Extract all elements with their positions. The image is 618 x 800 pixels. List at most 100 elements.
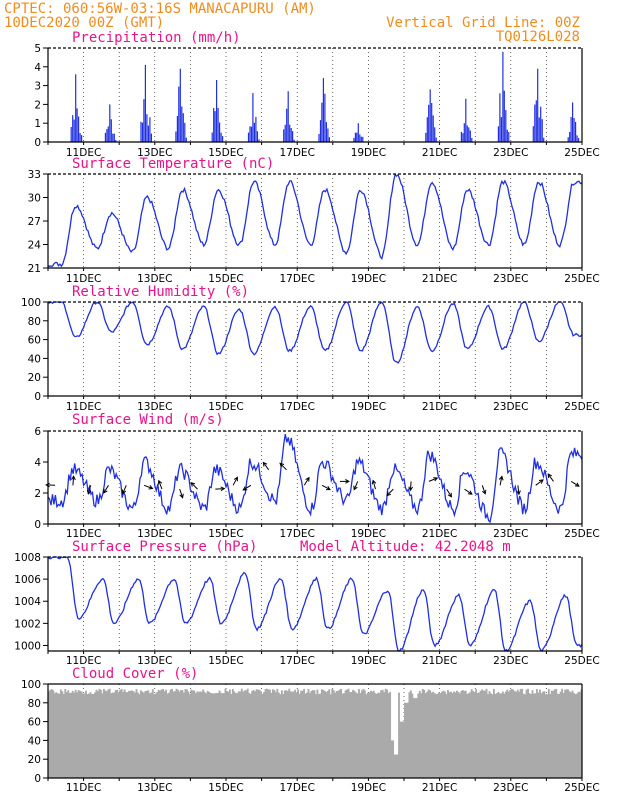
cloud-bar (160, 689, 163, 778)
cloud-bar (199, 691, 202, 778)
cloud-bar (519, 688, 522, 778)
cloud-bar (110, 693, 113, 778)
cloud-bar (445, 694, 448, 778)
cloud-bar (540, 693, 543, 778)
cloud-bar (53, 693, 56, 778)
cloud-bar (137, 692, 139, 778)
humidity-panel: 0 20 40 60 80 100 11DEC 13DEC 15DEC 17DEC 19DEC 21D… (21, 297, 600, 413)
cloud-bar (307, 688, 310, 778)
cloud-bar (374, 693, 377, 778)
cloud-bar (163, 691, 166, 778)
precip-bar (250, 126, 253, 142)
cloud-bar (546, 694, 549, 778)
precip-bar (508, 132, 510, 142)
cloud-bar (175, 688, 178, 778)
wind-series-line (47, 433, 583, 524)
cloud-bar (134, 692, 136, 778)
precip-bar (216, 80, 218, 142)
humidity-ytick-label: 20 (28, 372, 41, 384)
wind-arrow-head (242, 486, 248, 491)
cloud-bar (365, 694, 368, 778)
precip-bar (325, 122, 327, 142)
cloud-bar (223, 693, 225, 778)
cloud-bar (159, 690, 162, 778)
temperature-xtick-label: 23DEC (493, 273, 528, 285)
precip-bar (362, 136, 364, 142)
precip-bar (144, 64, 146, 142)
cloud-bar (108, 688, 111, 778)
precip-bar (220, 132, 222, 142)
precip-bar (469, 130, 471, 142)
cloud-bar (395, 754, 397, 778)
wind-xtick-label: 17DEC (279, 528, 314, 540)
cloud-bar (197, 691, 200, 778)
cloud-bar (368, 692, 371, 778)
cloud-bar (99, 689, 102, 778)
precip-bar (432, 115, 434, 142)
cloud-bar (338, 689, 341, 778)
pressure-xtick-label: 21DEC (422, 655, 457, 667)
cloud-bar (415, 698, 418, 778)
cloud-bar (58, 693, 61, 778)
cloud-bar (111, 692, 114, 778)
precip-bar (176, 116, 178, 142)
cloud-bar (184, 689, 187, 778)
cloud-bar (154, 693, 157, 778)
wind-xtick-label: 15DEC (208, 528, 243, 540)
precip-bar (141, 122, 144, 142)
precip-bar (75, 74, 77, 142)
precip-bar (112, 133, 114, 142)
wind-arrow-head (190, 481, 196, 487)
cloud-bar (285, 690, 288, 778)
cloud-bar (228, 689, 231, 778)
cloud-bar (220, 692, 222, 778)
cloud-bar (85, 690, 87, 778)
cloud-bar (412, 698, 415, 778)
humidity-xtick-label: 23DEC (493, 401, 528, 413)
precip-bar (360, 136, 362, 142)
precip-bar (213, 107, 215, 142)
precip-bar (535, 100, 537, 142)
wind-arrow (179, 488, 184, 498)
cloud-bar (120, 688, 123, 778)
cloud-bar (331, 688, 334, 778)
precip-bar (466, 125, 468, 142)
cloud-bar (129, 690, 132, 778)
cloud-bar (491, 694, 494, 778)
cloud-bar (435, 694, 438, 778)
wind-arrow-head (498, 475, 504, 481)
precip-bar (500, 117, 502, 142)
cloud-bar (401, 721, 403, 778)
cloud-bar (139, 690, 142, 778)
cloud-bar (381, 689, 384, 778)
precip-bar (465, 98, 467, 142)
precip-bar (81, 135, 83, 142)
wind-xtick-label: 13DEC (137, 528, 172, 540)
cloud-bar (174, 691, 176, 778)
precip-bar (178, 86, 180, 142)
cloud-bar (279, 694, 282, 778)
cloud-bar (521, 688, 524, 778)
cloud-bar (458, 693, 461, 778)
cloud-bar (359, 693, 362, 778)
cloud-bar (494, 694, 497, 778)
precip-bar (503, 90, 505, 142)
precip-bar (570, 117, 572, 142)
header-run-date: 10DEC2020 00Z (GMT) (4, 15, 164, 31)
cloud-bar (576, 693, 578, 778)
precip-bar (357, 123, 359, 142)
cloud-bar (349, 692, 351, 778)
cloud-bar (200, 691, 203, 778)
cloud-bar (71, 690, 74, 778)
wind-arrow-head (326, 486, 331, 491)
cloud-bar (73, 692, 76, 778)
cloud-bar (409, 690, 412, 778)
precip-bar (286, 108, 288, 142)
cloud-bar (490, 693, 492, 778)
cloud-bar (470, 689, 473, 778)
cloud-bar (418, 690, 421, 778)
precip-bar (319, 120, 322, 142)
wind-arrow (158, 480, 163, 490)
humidity-xtick-label: 25DEC (564, 401, 599, 413)
cloud-bar (500, 693, 503, 778)
